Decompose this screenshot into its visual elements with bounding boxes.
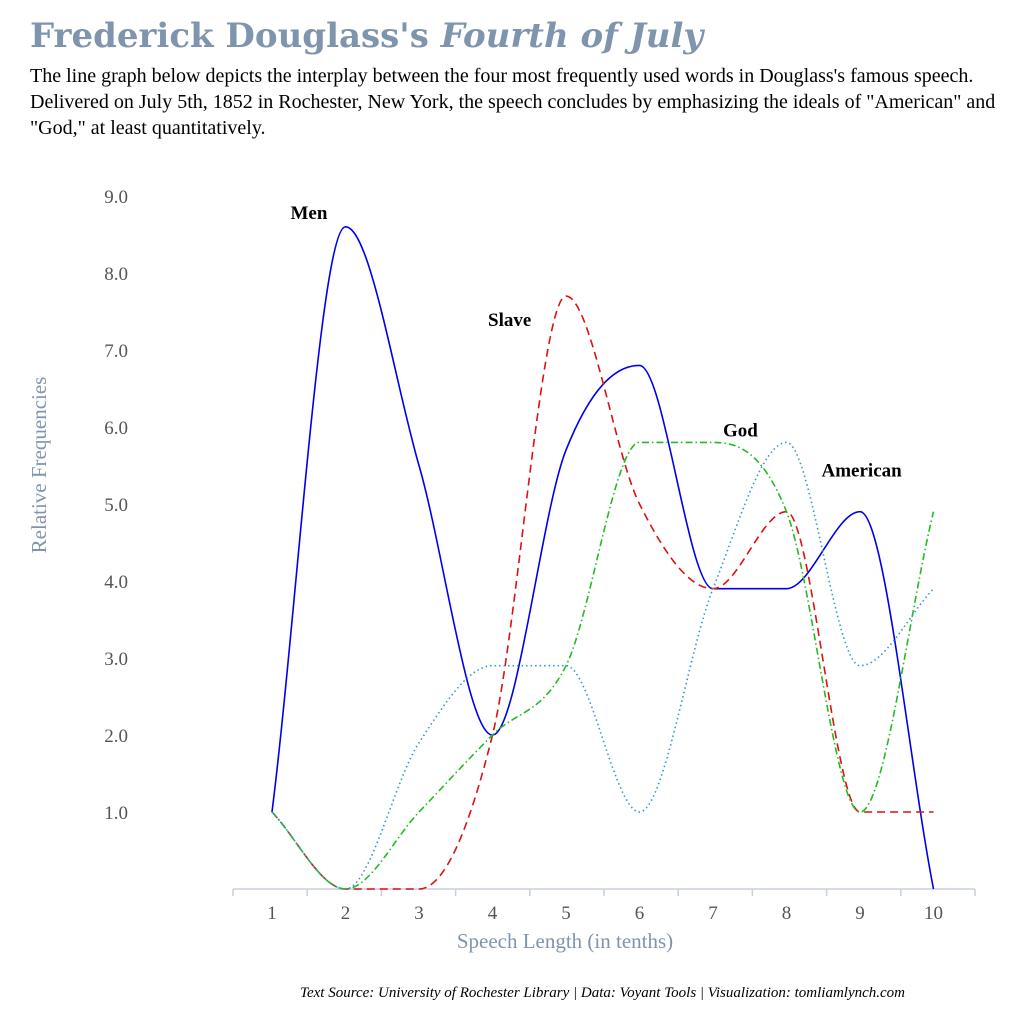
source-credit: Text Source: University of Rochester Lib… bbox=[300, 985, 905, 1001]
y-axis-ticks: 1.0 2.0 3.0 4.0 5.0 6.0 7.0 8.0 9.0 bbox=[104, 187, 128, 824]
y-tick-label: 6.0 bbox=[104, 418, 128, 439]
series-line-american bbox=[271, 441, 935, 890]
y-tick-label: 2.0 bbox=[104, 726, 128, 747]
title-italic: Fourth of July bbox=[440, 16, 704, 56]
series-labels: Men Slave God American bbox=[291, 203, 903, 482]
series-label-god: God bbox=[723, 420, 758, 441]
y-tick-label: 3.0 bbox=[104, 649, 128, 670]
x-tick-label: 5 bbox=[561, 903, 571, 924]
series-line-slave bbox=[271, 295, 934, 890]
x-tick-label: 2 bbox=[341, 903, 351, 924]
x-tick-label: 4 bbox=[488, 903, 498, 924]
x-tick-label: 8 bbox=[782, 903, 792, 924]
title-main: Frederick Douglass's bbox=[30, 16, 441, 56]
y-tick-label: 1.0 bbox=[104, 803, 128, 824]
x-tick-label: 9 bbox=[855, 903, 865, 924]
y-axis-label: Relative Frequencies bbox=[27, 377, 51, 554]
y-tick-label: 7.0 bbox=[104, 341, 128, 362]
y-tick-label: 5.0 bbox=[104, 495, 128, 516]
x-tick-label: 7 bbox=[708, 903, 718, 924]
x-tick-label: 1 bbox=[267, 903, 277, 924]
chart-series bbox=[271, 225, 935, 890]
series-label-men: Men bbox=[291, 203, 328, 224]
page-title: Frederick Douglass's Fourth of July bbox=[30, 16, 703, 56]
x-tick-label: 3 bbox=[414, 903, 424, 924]
series-line-god bbox=[271, 441, 935, 890]
x-tick-label: 10 bbox=[924, 903, 943, 924]
series-label-slave: Slave bbox=[488, 310, 531, 331]
x-tick-label: 6 bbox=[635, 903, 645, 924]
chart-description: The line graph below depicts the interpl… bbox=[30, 65, 996, 139]
series-line-men bbox=[271, 225, 935, 890]
series-label-american: American bbox=[822, 460, 903, 481]
x-axis: 1 2 3 4 5 6 7 8 9 10 bbox=[232, 888, 976, 924]
y-tick-label: 9.0 bbox=[104, 187, 128, 208]
y-tick-label: 4.0 bbox=[104, 572, 128, 593]
x-axis-label: Speech Length (in tenths) bbox=[457, 929, 673, 953]
y-tick-label: 8.0 bbox=[104, 264, 128, 285]
